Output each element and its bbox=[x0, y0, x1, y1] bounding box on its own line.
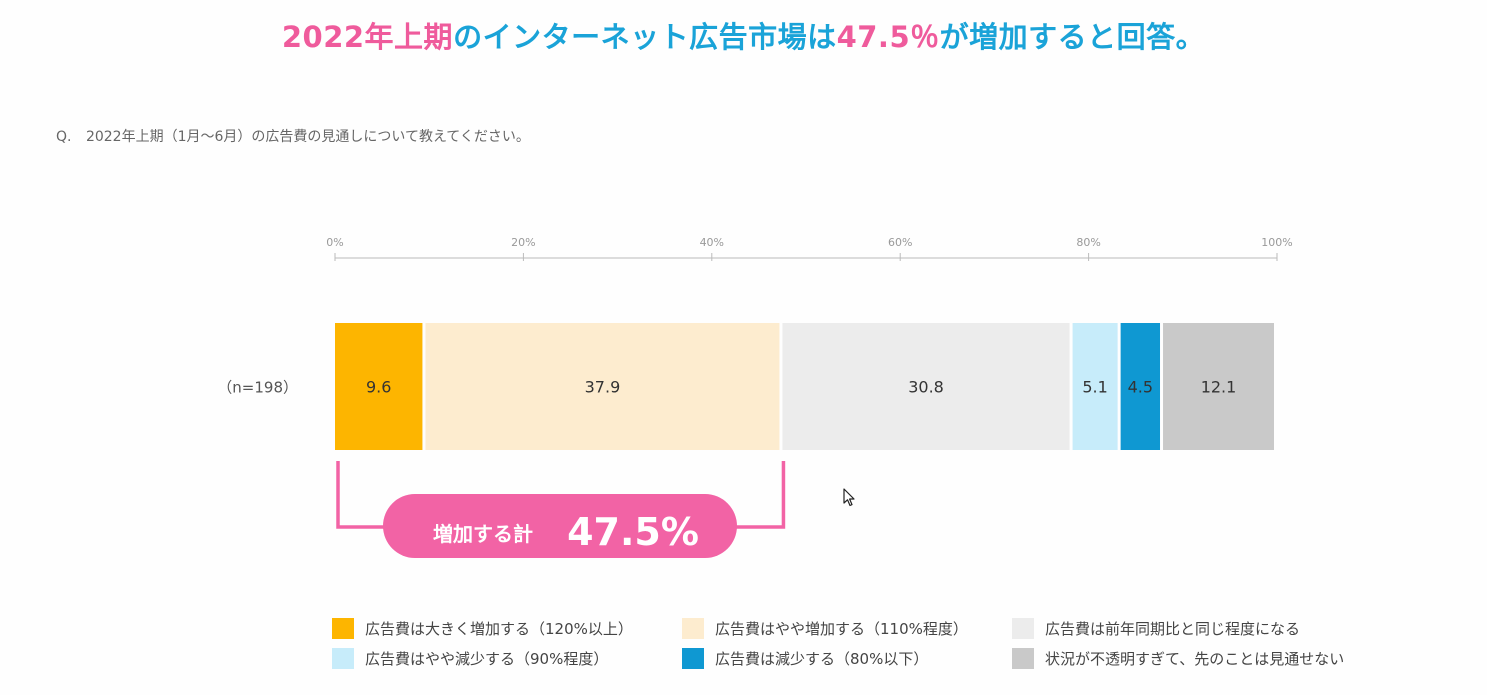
legend-item-1: 広告費はやや増加する（110%程度） bbox=[682, 618, 1012, 639]
question: Q. 2022年上期（1月～6月）の広告費の見通しについて教えてください。 bbox=[56, 126, 530, 146]
mouse-cursor-icon bbox=[843, 488, 855, 507]
increase-total-value: 47.5% bbox=[567, 510, 699, 554]
legend-label: 状況が不透明すぎて、先のことは見通せない bbox=[1045, 650, 1345, 668]
bar-segment-2 bbox=[782, 323, 1070, 450]
bar-value-label-2: 30.8 bbox=[908, 378, 944, 397]
bar-segment-0 bbox=[335, 323, 423, 450]
headline-part-0: 2022年上期 bbox=[281, 20, 454, 54]
category-label: （n=198） bbox=[217, 379, 298, 397]
bar-segment-3 bbox=[1072, 323, 1118, 450]
legend-swatch bbox=[682, 618, 704, 639]
legend-item-0: 広告費は大きく増加する（120%以上） bbox=[332, 618, 682, 639]
legend-item-5: 状況が不透明すぎて、先のことは見通せない bbox=[1012, 648, 1412, 669]
axis-tick-label: 80% bbox=[1076, 236, 1100, 249]
legend-swatch bbox=[332, 618, 354, 639]
legend-label: 広告費はやや減少する（90%程度） bbox=[365, 650, 609, 668]
headline-part-3: が増加すると回答。 bbox=[939, 20, 1206, 54]
bar-segment-4 bbox=[1120, 323, 1161, 450]
bar-value-label-3: 5.1 bbox=[1082, 378, 1107, 397]
headline: 2022年上期のインターネット広告市場は47.5％が増加すると回答。 bbox=[0, 14, 1487, 56]
question-mark: Q. bbox=[56, 129, 72, 145]
legend-swatch bbox=[332, 648, 354, 669]
bar-value-label-0: 9.6 bbox=[366, 378, 391, 397]
axis-tick-label: 0% bbox=[326, 236, 343, 249]
bar-value-label-1: 37.9 bbox=[585, 378, 621, 397]
legend-item-4: 広告費は減少する（80%以下） bbox=[682, 648, 1012, 669]
question-text: 2022年上期（1月～6月）の広告費の見通しについて教えてください。 bbox=[85, 129, 530, 145]
bar-segment-5 bbox=[1163, 323, 1274, 450]
legend-swatch bbox=[1012, 618, 1034, 639]
legend-swatch bbox=[1012, 648, 1034, 669]
bar-value-label-4: 4.5 bbox=[1128, 378, 1153, 397]
legend-swatch bbox=[682, 648, 704, 669]
headline-part-2: 47.5％ bbox=[836, 20, 940, 54]
increase-total-label: 増加する計 bbox=[433, 522, 533, 546]
legend: 広告費は大きく増加する（120%以上） 広告費はやや増加する（110%程度） 広告費… bbox=[332, 618, 1412, 669]
bar-segment-1 bbox=[425, 323, 780, 450]
increase-total-badge bbox=[383, 494, 737, 558]
legend-label: 広告費は減少する（80%以下） bbox=[715, 650, 929, 668]
axis-tick-label: 40% bbox=[700, 236, 724, 249]
stacked-bar-chart: 0% 20% 40% 60% 80% 100% （n=198） 9.6 37.9 30.8 5.1 4… bbox=[217, 236, 1293, 558]
headline-part-1: のインターネット広告市場は bbox=[453, 20, 837, 54]
bar-value-label-5: 12.1 bbox=[1201, 378, 1237, 397]
legend-label: 広告費は大きく増加する（120%以上） bbox=[365, 620, 633, 638]
axis-tick-label: 20% bbox=[511, 236, 535, 249]
legend-label: 広告費は前年同期比と同じ程度になる bbox=[1045, 620, 1301, 638]
legend-item-2: 広告費は前年同期比と同じ程度になる bbox=[1012, 618, 1412, 639]
legend-item-3: 広告費はやや減少する（90%程度） bbox=[332, 648, 682, 669]
legend-label: 広告費はやや増加する（110%程度） bbox=[715, 620, 968, 638]
axis-tick-label: 100% bbox=[1261, 236, 1292, 249]
axis-tick-label: 60% bbox=[888, 236, 912, 249]
